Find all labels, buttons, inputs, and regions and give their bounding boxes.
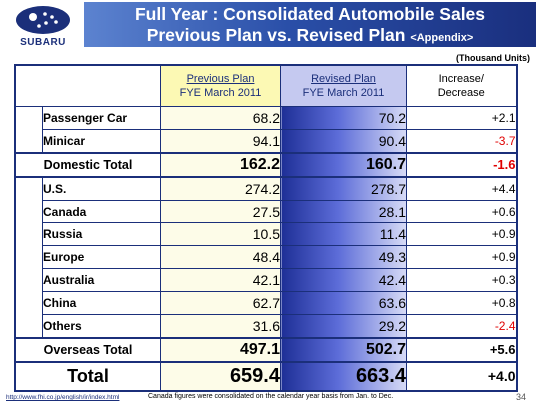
table-row: Australia 42.1 42.4 +0.3 bbox=[15, 268, 517, 293]
title-bar: Full Year : Consolidated Automobile Sale… bbox=[84, 2, 536, 47]
prev-value: 68.2 bbox=[160, 106, 281, 130]
header-rev-period: FYE March 2011 bbox=[302, 87, 385, 99]
table-row: Canada 27.5 28.1 +0.6 bbox=[15, 199, 517, 224]
table-row: Passenger Car 68.2 70.2 +2.1 bbox=[14, 105, 517, 154]
row-label: Minicar bbox=[42, 128, 161, 154]
rev-value: 28.1 bbox=[280, 199, 407, 224]
rev-value: 42.4 bbox=[280, 268, 407, 293]
sales-table: Previous Plan FYE March 2011 Revised Pla… bbox=[14, 64, 518, 392]
inc-value: +0.3 bbox=[406, 268, 517, 293]
prev-value: 497.1 bbox=[160, 336, 281, 363]
inc-value: +4.4 bbox=[406, 176, 517, 201]
row-label: Russia bbox=[42, 222, 161, 247]
inc-value: +0.9 bbox=[406, 245, 517, 270]
rev-value: 49.3 bbox=[280, 245, 407, 270]
inc-value: +2.1 bbox=[406, 106, 517, 130]
rev-value: 278.7 bbox=[280, 176, 407, 201]
rev-value: 29.2 bbox=[280, 314, 407, 339]
prev-value: 48.4 bbox=[160, 245, 281, 270]
header-inc-line2: Decrease bbox=[437, 87, 485, 99]
rev-value: 11.4 bbox=[280, 222, 407, 247]
page-subtitle: Previous Plan vs. Revised Plan <Appendix… bbox=[84, 25, 536, 49]
header-rev-title: Revised Plan bbox=[311, 73, 376, 85]
table-row: Europe 48.4 49.3 +0.9 bbox=[15, 245, 517, 270]
prev-value: 31.6 bbox=[160, 314, 281, 339]
inc-value: +0.6 bbox=[406, 199, 517, 224]
prev-value: 27.5 bbox=[160, 199, 281, 224]
table-row: Minicar 94.1 90.4 -3.7 bbox=[15, 128, 517, 154]
table-row: Others 31.6 29.2 -2.4 bbox=[15, 314, 517, 339]
row-label: Total bbox=[14, 360, 161, 392]
prev-value: 659.4 bbox=[160, 360, 281, 392]
rev-value: 63.6 bbox=[280, 291, 407, 316]
table-header-row: Previous Plan FYE March 2011 Revised Pla… bbox=[14, 64, 517, 107]
rev-value: 90.4 bbox=[280, 128, 407, 154]
header-prev-period: FYE March 2011 bbox=[179, 87, 262, 99]
inc-value: +4.0 bbox=[406, 360, 517, 392]
prev-value: 10.5 bbox=[160, 222, 281, 247]
header-previous-plan: Previous Plan FYE March 2011 bbox=[160, 64, 281, 107]
inc-value: +5.6 bbox=[406, 336, 517, 363]
domestic-total-row: Domestic Total 162.2 160.7 -1.6 bbox=[14, 151, 517, 178]
inc-value: -1.6 bbox=[406, 151, 517, 178]
units-note: (Thousand Units) bbox=[456, 53, 530, 63]
footer-link[interactable]: http://www.fhi.co.jp/english/ir/index.ht… bbox=[6, 394, 120, 401]
prev-value: 62.7 bbox=[160, 291, 281, 316]
overseas-indent bbox=[14, 176, 43, 339]
row-label: Overseas Total bbox=[14, 336, 161, 363]
header-prev-title: Previous Plan bbox=[186, 73, 255, 85]
domestic-indent bbox=[14, 105, 43, 154]
row-label: Europe bbox=[42, 245, 161, 270]
prev-value: 94.1 bbox=[160, 128, 281, 154]
rev-value: 70.2 bbox=[280, 106, 407, 130]
subaru-stars-icon bbox=[16, 6, 70, 34]
row-label: Australia bbox=[42, 268, 161, 293]
overseas-total-row: Overseas Total 497.1 502.7 +5.6 bbox=[14, 336, 517, 363]
row-label: Others bbox=[42, 314, 161, 339]
footer-note: Canada figures were consolidated on the … bbox=[148, 393, 394, 400]
row-label: China bbox=[42, 291, 161, 316]
page-number: 34 bbox=[515, 392, 526, 402]
inc-value: +0.9 bbox=[406, 222, 517, 247]
row-label: Canada bbox=[42, 199, 161, 224]
row-label: Passenger Car bbox=[42, 106, 161, 130]
header-increase-decrease: Increase/ Decrease bbox=[406, 64, 517, 107]
appendix-tag: <Appendix> bbox=[410, 32, 474, 44]
rev-value: 502.7 bbox=[280, 336, 407, 363]
page-title: Full Year : Consolidated Automobile Sale… bbox=[134, 4, 486, 24]
header-inc-line1: Increase/ bbox=[438, 73, 484, 85]
inc-value: -3.7 bbox=[406, 128, 517, 154]
header-revised-plan: Revised Plan FYE March 2011 bbox=[280, 64, 407, 107]
grand-total-row: Total 659.4 663.4 +4.0 bbox=[14, 360, 517, 392]
prev-value: 162.2 bbox=[160, 151, 281, 178]
inc-value: -2.4 bbox=[406, 314, 517, 339]
inc-value: +0.8 bbox=[406, 291, 517, 316]
table-row: Russia 10.5 11.4 +0.9 bbox=[15, 222, 517, 247]
rev-value: 663.4 bbox=[280, 360, 407, 392]
rev-value: 160.7 bbox=[280, 151, 407, 178]
table-row: U.S. 274.2 278.7 +4.4 bbox=[14, 176, 517, 339]
header-blank-cell bbox=[14, 64, 161, 107]
row-label: U.S. bbox=[42, 176, 161, 201]
table-row: China 62.7 63.6 +0.8 bbox=[15, 291, 517, 316]
subtitle-text: Previous Plan vs. Revised Plan bbox=[146, 25, 406, 45]
row-label: Domestic Total bbox=[14, 151, 161, 178]
subaru-logo: SUBARU bbox=[6, 4, 80, 48]
prev-value: 42.1 bbox=[160, 268, 281, 293]
logo-wordmark: SUBARU bbox=[20, 37, 66, 48]
prev-value: 274.2 bbox=[160, 176, 281, 201]
